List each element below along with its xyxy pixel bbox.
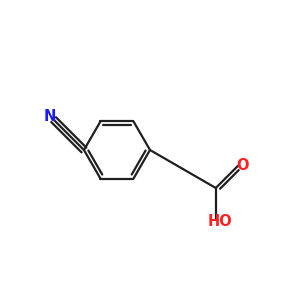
Text: O: O: [236, 158, 248, 172]
Text: HO: HO: [207, 214, 232, 230]
Text: N: N: [44, 109, 56, 124]
